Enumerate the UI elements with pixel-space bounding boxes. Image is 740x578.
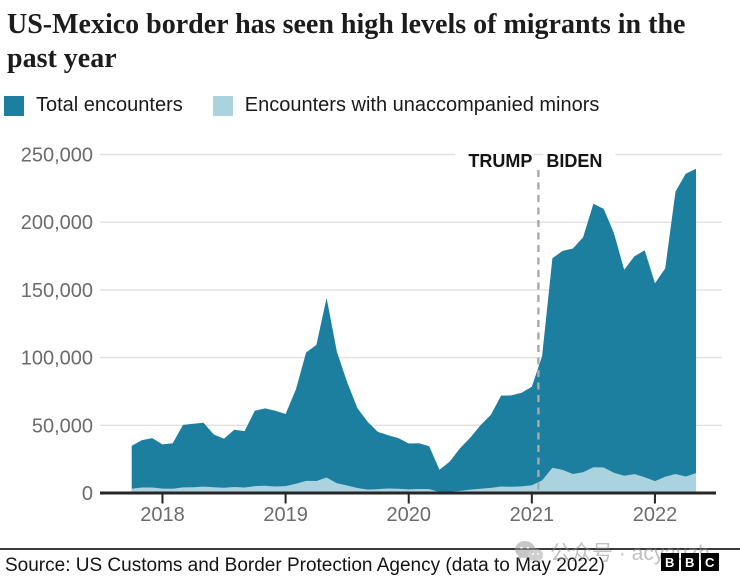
area-series-minors <box>131 467 696 493</box>
bbc-logo-block-c: C <box>701 553 719 571</box>
x-tick-label-2022: 2022 <box>633 504 678 526</box>
y-tick-label-250000: 250,000 <box>21 145 93 167</box>
biden-label-bg <box>543 146 616 172</box>
x-tick-label-2019: 2019 <box>263 504 308 526</box>
biden-label: BIDEN <box>546 151 602 171</box>
y-tick-label-100000: 100,000 <box>21 348 93 370</box>
minors-swatch <box>212 95 233 116</box>
trump-label-bg <box>455 146 534 172</box>
source-caption: Source: US Customs and Border Protection… <box>5 555 605 576</box>
total-encounters-swatch <box>4 95 24 116</box>
x-tick-label-2021: 2021 <box>510 504 555 526</box>
bbc-logo-block-b2: B <box>681 553 699 571</box>
y-tick-label-0: 0 <box>82 483 93 505</box>
legend-item-total: Total encounters <box>4 94 183 117</box>
y-tick-label-150000: 150,000 <box>21 280 93 302</box>
x-tick-label-2020: 2020 <box>386 504 431 526</box>
x-tick-label-2018: 2018 <box>140 504 185 526</box>
legend-item-minors: Encounters with unaccompanied minors <box>212 94 600 117</box>
footer-divider <box>0 548 740 550</box>
page-title: US-Mexico border has seen high levels of… <box>7 9 686 75</box>
legend-label-total: Total encounters <box>36 94 183 116</box>
chart-legend: Total encounters Encounters with unaccom… <box>4 94 599 117</box>
area-series-total <box>131 168 696 494</box>
bbc-logo: B B C <box>661 553 719 571</box>
y-tick-label-50000: 50,000 <box>32 415 93 437</box>
bbc-logo-block-b1: B <box>661 553 679 571</box>
y-tick-label-200000: 200,000 <box>21 212 93 234</box>
legend-label-minors: Encounters with unaccompanied minors <box>244 94 600 116</box>
trump-label: TRUMP <box>468 151 532 171</box>
